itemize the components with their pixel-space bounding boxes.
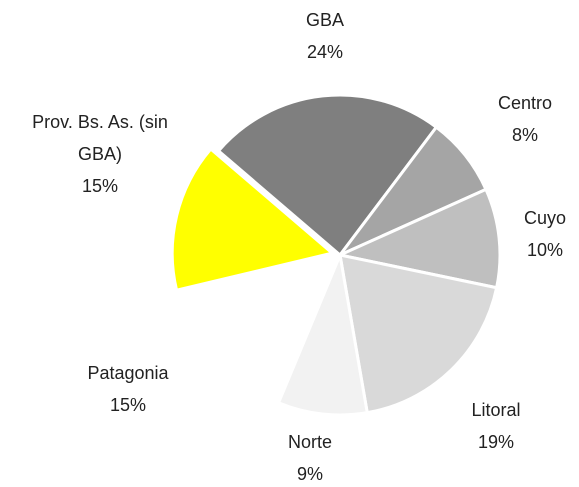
category-label: GBA (305, 10, 344, 30)
category-label: Litoral (471, 400, 521, 420)
pie-slice (170, 147, 334, 292)
value-label: 10% (526, 240, 564, 260)
category-label: Prov. Bs. As. (sin GBA) (32, 112, 168, 164)
value-label: 24% (306, 42, 344, 62)
slice-label: Centro 8% (465, 87, 579, 151)
pie-slice (338, 253, 499, 415)
pie-slice (217, 93, 438, 257)
category-label: Patagonia (87, 363, 169, 383)
slice-label: Norte 9% (250, 426, 370, 487)
category-label: Centro (497, 93, 553, 113)
slice-label: Litoral 19% (436, 394, 556, 458)
category-label: Norte (287, 432, 332, 452)
pie-slice (182, 253, 342, 405)
slice-label: Cuyo 10% (495, 202, 579, 266)
value-label: 19% (477, 432, 515, 452)
value-label: 15% (81, 176, 119, 196)
slice-label: Patagonia 15% (48, 357, 208, 421)
slice-label: Prov. Bs. As. (sin GBA) 15% (10, 106, 190, 202)
pie-slice (277, 253, 369, 417)
value-label: 8% (511, 125, 538, 145)
category-label: Cuyo (523, 208, 567, 228)
value-label: 15% (109, 395, 147, 415)
value-label: 9% (296, 464, 323, 484)
slice-label: GBA 24% (225, 4, 425, 68)
